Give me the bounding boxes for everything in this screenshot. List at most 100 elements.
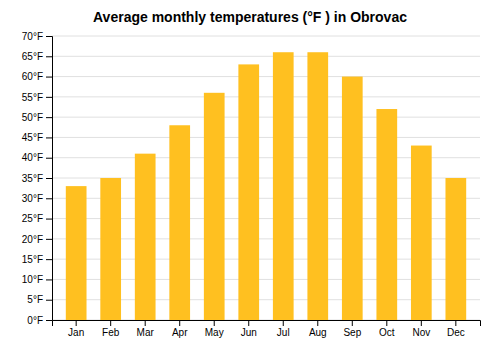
y-tick: 5°F [27, 294, 52, 305]
grid-line [52, 36, 480, 37]
x-tick: Jan [68, 320, 84, 338]
bar [273, 52, 294, 320]
y-tick-mark [46, 36, 52, 37]
y-tick-mark [46, 77, 52, 78]
bar [307, 52, 328, 320]
grid-line [52, 117, 480, 118]
y-tick-mark [46, 158, 52, 159]
bar [376, 109, 397, 320]
x-tick: Nov [412, 320, 430, 338]
y-tick: 50°F [22, 112, 52, 123]
x-tick-mark [352, 320, 353, 326]
grid-line [52, 96, 480, 97]
x-tick-mark [455, 320, 456, 326]
x-tick-mark [248, 320, 249, 326]
bar [342, 77, 363, 320]
x-tick-mark [179, 320, 180, 326]
plot: Jan Feb Mar Apr May Jun Jul Aug Sep Oct Nov Dec 0°F 5… [22, 31, 481, 338]
bar [66, 186, 87, 320]
y-tick-mark [46, 239, 52, 240]
x-axis: Jan Feb Mar Apr May Jun Jul Aug Sep Oct Nov Dec [53, 320, 481, 338]
grid-line [52, 137, 480, 138]
y-tick-label: 30°F [22, 193, 43, 204]
x-tick-label: Mar [137, 327, 155, 338]
y-tick-mark [46, 117, 52, 118]
y-tick: 40°F [22, 152, 52, 163]
x-tick-mark [421, 320, 422, 326]
x-tick-mark [317, 320, 318, 326]
y-tick-mark [46, 279, 52, 280]
bar [204, 93, 225, 320]
y-tick: 70°F [22, 31, 52, 42]
y-tick: 15°F [22, 254, 52, 265]
x-tick-mark [110, 320, 111, 326]
y-tick-label: 0°F [27, 315, 43, 326]
y-tick: 65°F [22, 51, 52, 62]
x-tick-mark [76, 320, 77, 326]
y-axis-line [46, 37, 53, 321]
y-tick-mark [46, 219, 52, 220]
y-tick-mark [46, 56, 52, 57]
x-tick-label: Oct [379, 327, 395, 338]
y-tick-label: 65°F [22, 51, 43, 62]
x-tick: Apr [172, 320, 188, 338]
y-tick-label: 70°F [22, 31, 43, 42]
bar [445, 178, 466, 320]
x-tick: Mar [137, 320, 155, 338]
grid-line [52, 76, 480, 77]
bar [135, 154, 156, 320]
y-tick: 30°F [22, 193, 52, 204]
x-axis-line [53, 321, 481, 327]
y-tick-label: 60°F [22, 71, 43, 82]
y-tick: 0°F [27, 315, 52, 326]
y-tick: 45°F [22, 132, 52, 143]
x-tick-label: Aug [309, 327, 327, 338]
x-tick-label: Dec [447, 327, 465, 338]
x-tick-mark [386, 320, 387, 326]
x-tick: Feb [102, 320, 120, 338]
x-tick: Aug [309, 320, 327, 338]
y-tick-label: 45°F [22, 132, 43, 143]
y-tick: 20°F [22, 234, 52, 245]
bar [238, 64, 259, 320]
chart: Average monthly temperatures (°F ) in Ob… [0, 0, 500, 350]
bar [100, 178, 121, 320]
y-tick-label: 55°F [22, 92, 43, 103]
y-tick: 25°F [22, 213, 52, 224]
y-tick: 10°F [22, 274, 52, 285]
x-tick-mark [145, 320, 146, 326]
grid-line [52, 56, 480, 57]
y-tick-label: 5°F [27, 294, 43, 305]
x-tick-label: Apr [172, 327, 188, 338]
y-tick-mark [46, 198, 52, 199]
bars [66, 52, 466, 320]
y-tick-mark [46, 259, 52, 260]
y-tick-label: 25°F [22, 213, 43, 224]
x-tick: Dec [447, 320, 465, 338]
bar [169, 125, 190, 320]
y-tick-label: 10°F [22, 274, 43, 285]
bar [411, 146, 432, 320]
x-tick: May [205, 320, 224, 338]
x-tick-label: May [205, 327, 224, 338]
x-tick-label: Feb [102, 327, 120, 338]
x-tick-mark [283, 320, 284, 326]
title: Average monthly temperatures (°F ) in Ob… [93, 9, 407, 25]
y-tick-label: 35°F [22, 173, 43, 184]
y-tick-label: 40°F [22, 152, 43, 163]
y-tick-label: 20°F [22, 234, 43, 245]
y-axis: 0°F 5°F 10°F 15°F 20°F 25°F 30°F 35°F 40°F 45°F 50… [22, 31, 53, 326]
x-tick: Sep [343, 320, 361, 338]
y-tick: 35°F [22, 173, 52, 184]
grid [52, 36, 480, 320]
y-tick: 60°F [22, 71, 52, 82]
y-tick-mark [46, 178, 52, 179]
x-tick-mark [214, 320, 215, 326]
x-tick-label: Jun [241, 327, 257, 338]
x-tick-label: Jul [277, 327, 290, 338]
y-tick-label: 50°F [22, 112, 43, 123]
x-tick-label: Jan [68, 327, 84, 338]
y-tick-mark [46, 137, 52, 138]
y-tick-mark [46, 320, 52, 321]
y-tick: 55°F [22, 92, 52, 103]
